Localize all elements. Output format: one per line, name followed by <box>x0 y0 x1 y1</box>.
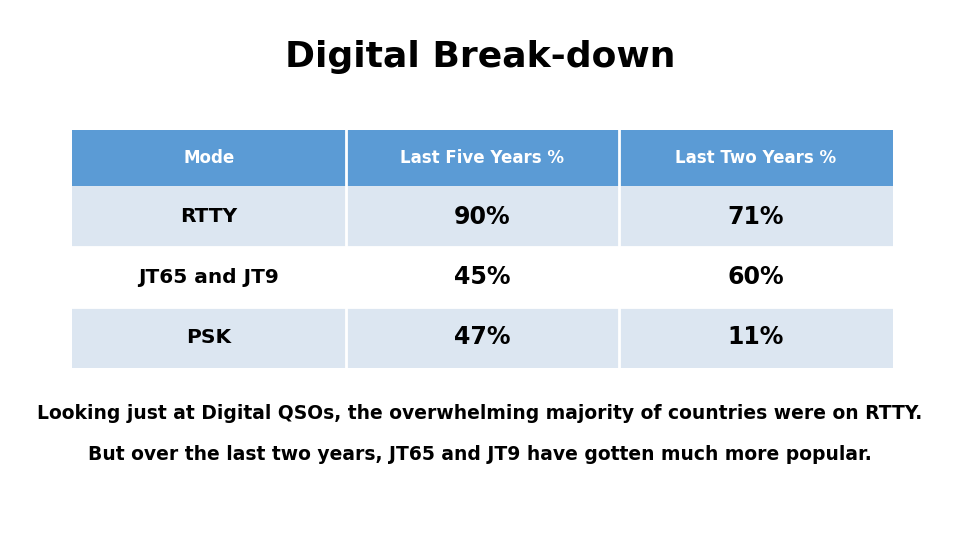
Text: Mode: Mode <box>183 149 234 167</box>
Text: Last Five Years %: Last Five Years % <box>400 149 564 167</box>
Text: Looking just at Digital QSOs, the overwhelming majority of countries were on RTT: Looking just at Digital QSOs, the overwh… <box>37 404 923 423</box>
Text: Digital Break-down: Digital Break-down <box>285 40 675 73</box>
Bar <box>72 307 893 368</box>
Text: 71%: 71% <box>728 205 784 228</box>
Bar <box>72 130 346 186</box>
Text: 60%: 60% <box>728 265 784 289</box>
Text: JT65 and JT9: JT65 and JT9 <box>138 267 279 287</box>
Bar <box>72 247 893 307</box>
Text: RTTY: RTTY <box>180 207 237 226</box>
Bar <box>346 130 619 186</box>
Text: 45%: 45% <box>454 265 511 289</box>
Text: But over the last two years, JT65 and JT9 have gotten much more popular.: But over the last two years, JT65 and JT… <box>88 444 872 464</box>
Text: 11%: 11% <box>728 326 784 349</box>
Text: PSK: PSK <box>186 328 231 347</box>
Bar <box>72 186 893 247</box>
Text: Last Two Years %: Last Two Years % <box>676 149 836 167</box>
Text: 90%: 90% <box>454 205 511 228</box>
Text: 47%: 47% <box>454 326 511 349</box>
Bar <box>619 130 893 186</box>
